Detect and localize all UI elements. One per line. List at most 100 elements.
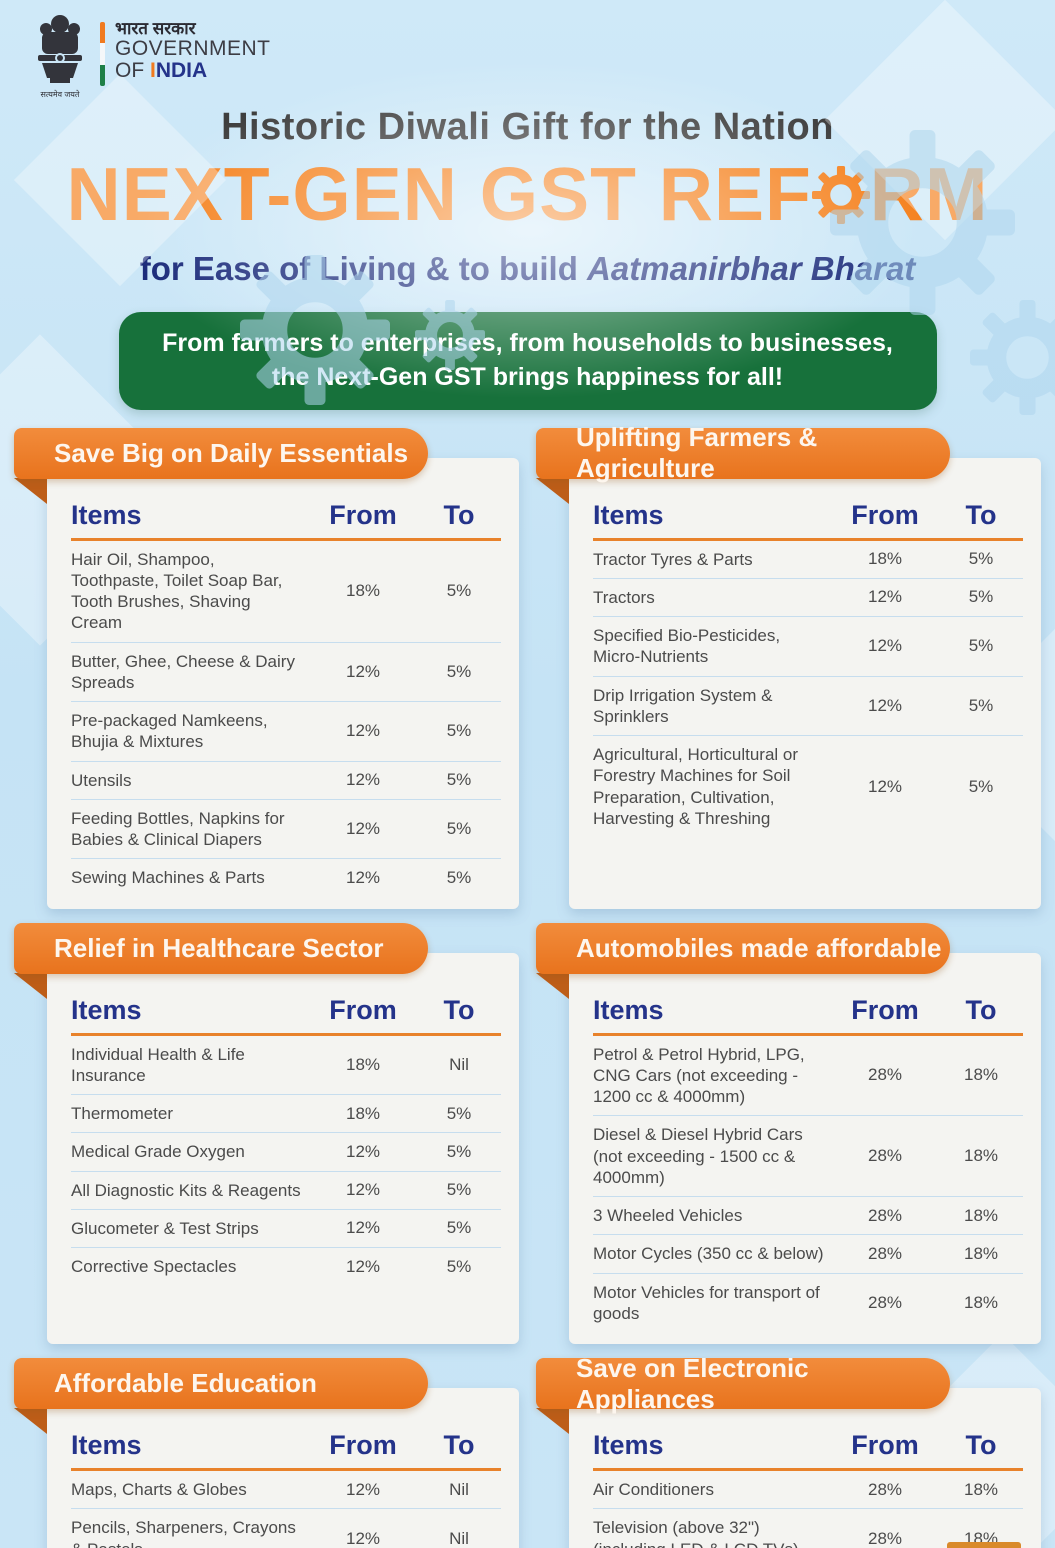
table-row: Maps, Charts & Globes 12% Nil [71,1471,501,1510]
header-from: From [329,994,397,1025]
item-cell: Medical Grade Oxygen [71,1142,245,1162]
table-header-row: Items From To [71,995,501,1036]
item-cell: Maps, Charts & Globes [71,1480,247,1499]
card-table: Items From To Petrol & Petrol Hybrid, LP… [569,952,1041,1344]
table-body: Tractor Tyres & Parts 18% 5% Tractors 12% 5% S… [593,541,1023,838]
to-rate-cell: 18% [963,1292,999,1312]
government-of-india-label: भारत सरकार GOVERNMENT OF INDIA [115,20,271,82]
item-cell: Tractor Tyres & Parts [593,549,753,569]
table-row: Feeding Bottles, Napkins for Babies & Cl… [71,800,501,860]
card-table: Items From To Individual Health & Life I… [47,952,519,1344]
card-ribbon-title: Uplifting Farmers & Agriculture [536,422,951,483]
card-table: Items From To Hair Oil, Shampoo, Toothpa… [47,457,519,909]
header-items: Items [71,499,142,530]
table-row: Tractors 12% 5% [593,579,1023,617]
table-row: Diesel & Diesel Hybrid Cars (not exceedi… [593,1116,1023,1197]
from-rate-cell: 28% [867,1479,903,1499]
table-body: Petrol & Petrol Hybrid, LPG, CNG Cars (n… [593,1036,1023,1333]
card-ribbon-title: Save on Electronic Appliances [536,1353,951,1414]
table-row: 3 Wheeled Vehicles 28% 18% [593,1197,1023,1236]
ribbon-fold-icon [536,972,569,999]
from-rate-cell: 12% [345,1218,381,1238]
item-cell: Pre-packaged Namkeens, Bhujia & Mixtures [71,711,268,752]
item-cell: Air Conditioners [593,1480,714,1499]
table-row: Thermometer 18% 5% [71,1095,501,1134]
table-row: Corrective Spectacles 12% 5% [71,1248,501,1285]
item-cell: Motor Cycles (350 cc & below) [593,1244,824,1264]
to-rate-cell: 5% [446,1218,472,1238]
table-row: Medical Grade Oxygen 12% 5% [71,1133,501,1172]
ribbon-fold-icon [14,477,47,504]
table-header-row: Items From To [593,500,1023,541]
table-row: Motor Cycles (350 cc & below) 28% 18% [593,1235,1023,1274]
header-from: From [329,499,397,530]
from-rate-cell: 28% [867,1243,903,1263]
card-ribbon-title: Automobiles made affordable [536,922,951,974]
header-items: Items [71,994,142,1025]
header-from: From [851,1430,919,1460]
item-cell: Television (above 32") (including LED & … [593,1518,799,1548]
to-rate-cell: 5% [446,721,472,741]
item-cell: Utensils [71,770,132,790]
to-rate-cell: 18% [963,1065,999,1085]
table-body: Air Conditioners 28% 18% Television (above … [593,1471,1023,1548]
gear-decoration-icon [970,300,1055,415]
item-cell: Agricultural, Horticultural or Forestry … [593,745,799,828]
gear-decoration-icon [830,130,1015,315]
header-items: Items [71,1430,142,1460]
item-cell: Petrol & Petrol Hybrid, LPG, CNG Cars (n… [593,1044,805,1107]
header-to: To [443,1430,475,1460]
to-rate-cell: 5% [446,581,472,600]
emblem-government-text: GOVERNMENT [115,36,271,60]
card-ribbon-title: Affordable Education [14,1358,429,1409]
table-row: Air Conditioners 28% 18% [593,1471,1023,1510]
header-items: Items [593,499,664,530]
table-row: Hair Oil, Shampoo, Toothpaste, Toilet So… [71,541,501,643]
emblem-of-india-text: OF INDIA [115,58,208,82]
from-rate-cell: 12% [867,776,903,796]
header-from: From [851,499,919,530]
to-rate-cell: 5% [446,867,472,887]
header-to: To [965,994,997,1025]
to-rate-cell: 5% [968,776,994,796]
table-row: All Diagnostic Kits & Reagents 12% 5% [71,1172,501,1210]
from-rate-cell: 12% [867,587,903,607]
from-rate-cell: 28% [867,1065,903,1085]
from-rate-cell: 28% [867,1146,903,1166]
card-automobiles: Automobiles made affordable Items From T… [536,922,1041,1344]
item-cell: 3 Wheeled Vehicles [593,1206,743,1225]
from-rate-cell: 28% [867,1205,903,1225]
from-rate-cell: 18% [345,581,381,600]
from-rate-cell: 12% [345,867,381,887]
table-header-row: Items From To [593,1430,1023,1471]
header-to: To [443,499,475,530]
table-row: Petrol & Petrol Hybrid, LPG, CNG Cars (n… [593,1036,1023,1117]
from-rate-cell: 18% [345,1103,381,1123]
to-rate-cell: Nil [449,1528,469,1548]
emblem-motto: सत्यमेव जयते [41,89,80,99]
item-cell: Butter, Ghee, Cheese & Dairy Spreads [71,651,295,692]
item-cell: Corrective Spectacles [71,1257,237,1276]
header-items: Items [593,994,664,1025]
table-row: Individual Health & Life Insurance 18% Nil [71,1036,501,1095]
to-rate-cell: 5% [968,549,994,569]
card-farmers-agriculture: Uplifting Farmers & Agriculture Items Fr… [536,422,1041,909]
corner-accent-bar [947,1542,1021,1548]
item-cell: Specified Bio-Pesticides, Micro-Nutrient… [593,626,781,667]
card-electronics: Save on Electronic Appliances Items From… [536,1353,1041,1548]
from-rate-cell: 12% [345,1180,381,1200]
table-row: Motor Vehicles for transport of goods 28%… [593,1274,1023,1333]
table-row: Butter, Ghee, Cheese & Dairy Spreads 12% 5… [71,643,501,702]
background-glow [130,60,930,400]
gear-decoration-icon [240,255,390,405]
to-rate-cell: Nil [449,1054,469,1074]
to-rate-cell: Nil [449,1479,469,1499]
to-rate-cell: 18% [963,1205,999,1225]
emblem-hindi-text: भारत सरकार [115,19,196,38]
from-rate-cell: 12% [345,1479,381,1499]
from-rate-cell: 28% [867,1292,903,1312]
ashoka-emblem-icon: सत्यमेव जयते [38,15,82,99]
item-cell: Tractors [593,587,655,607]
item-cell: Individual Health & Life Insurance [71,1044,245,1085]
to-rate-cell: 5% [446,1141,472,1161]
